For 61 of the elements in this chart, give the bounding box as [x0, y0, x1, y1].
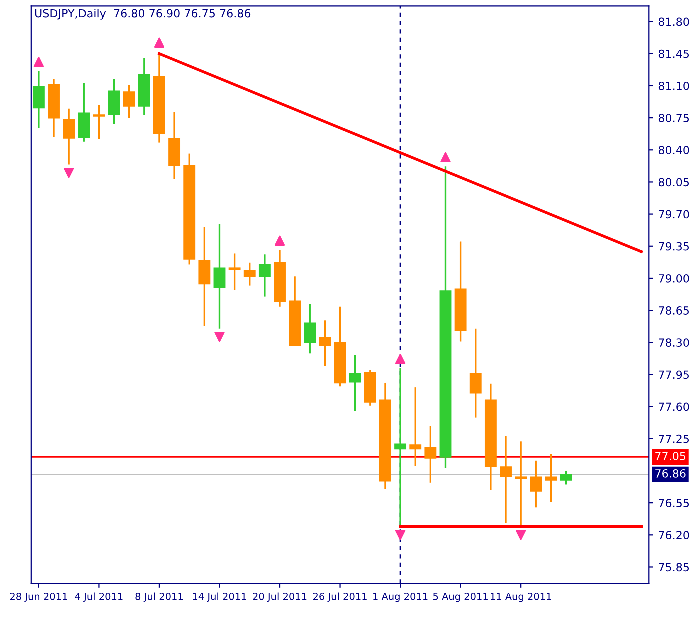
y-tick-label: 77.95 [659, 370, 690, 380]
x-tick-label: 26 Jul 2011 [313, 592, 367, 602]
candlestick [515, 440, 528, 528]
point [64, 168, 74, 178]
y-tick-label: 76.55 [659, 499, 690, 508]
candlestick [410, 386, 422, 468]
y-tick-label: 80.75 [658, 114, 690, 122]
x-tick-label: 11 Aug 2011 [491, 592, 552, 602]
candlestick [258, 254, 271, 298]
chart-title: USDJPY,Daily 76.80 76.90 76.75 76.86 [35, 9, 251, 20]
point [395, 354, 406, 364]
ref-line-label: 76.86 [656, 469, 686, 478]
point [34, 57, 44, 68]
y-tick-label: 81.45 [658, 50, 690, 58]
x-tick-label: 14 Jul 2011 [193, 592, 246, 602]
candlestick [93, 104, 106, 140]
candlestick [198, 226, 211, 327]
candlestick [545, 454, 558, 503]
candlestick [500, 435, 512, 524]
y-tick-label: 81.80 [658, 18, 690, 26]
candlestick [560, 470, 572, 486]
candlestick [470, 328, 482, 419]
y-tick-label: 75.85 [659, 563, 690, 572]
candlestick [32, 70, 45, 129]
candlestick [123, 84, 136, 119]
candlestick [394, 367, 407, 528]
x-tick-label: 20 Jul 2011 [253, 592, 307, 602]
candlestick [319, 320, 332, 368]
point [395, 530, 406, 540]
y-tick-label: 80.05 [658, 178, 690, 187]
x-tick-label: 28 Jun 2011 [10, 592, 68, 602]
point [214, 332, 225, 342]
y-tick-label: 79.35 [659, 242, 690, 251]
candlestick [108, 78, 120, 126]
point [440, 152, 451, 163]
y-tick-label: 78.65 [659, 306, 690, 315]
y-tick-label: 76.20 [659, 531, 690, 540]
point [274, 236, 286, 246]
y-tick-label: 77.25 [659, 434, 690, 444]
candlestick [304, 303, 316, 354]
x-tick-label: 4 Jul 2011 [75, 592, 123, 602]
candlestick [228, 252, 241, 292]
x-tick-label: 8 Jul 2011 [136, 592, 183, 602]
y-tick-label: 77.60 [659, 402, 690, 412]
ref-line-label: 77.05 [656, 452, 686, 460]
candlestick [424, 425, 437, 484]
point [516, 530, 526, 540]
x-tick-label: 5 Aug 2011 [434, 592, 488, 602]
candlestick [244, 262, 256, 287]
y-tick-label: 80.40 [658, 146, 690, 155]
point [154, 38, 165, 48]
candlestick [63, 108, 76, 166]
candlestick [530, 460, 542, 508]
y-tick-label: 78.30 [659, 338, 690, 348]
candlestick [214, 224, 226, 330]
y-tick-label: 81.10 [658, 82, 690, 90]
candlestick [78, 82, 90, 143]
y-tick-label: 79.70 [659, 210, 690, 219]
x-tick-label: 1 Aug 2011 [374, 592, 428, 602]
candlestick [349, 354, 362, 412]
y-tick-label: 79.00 [659, 274, 690, 283]
